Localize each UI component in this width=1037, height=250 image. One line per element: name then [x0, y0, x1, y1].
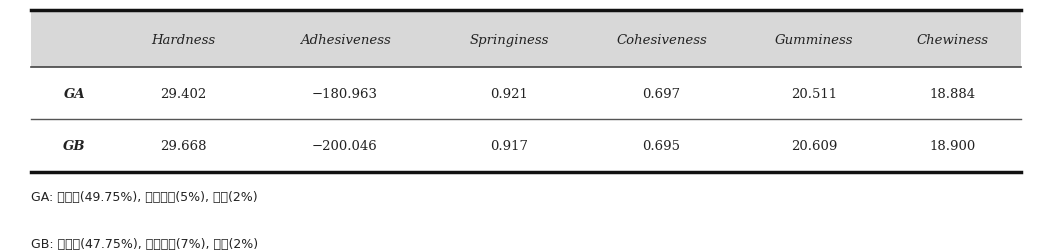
- Text: Adhesiveness: Adhesiveness: [300, 34, 390, 46]
- Text: −180.963: −180.963: [312, 87, 377, 100]
- Text: Cohesiveness: Cohesiveness: [616, 34, 707, 46]
- Text: GB: GB: [63, 140, 86, 153]
- Text: Gumminess: Gumminess: [775, 34, 853, 46]
- Text: 29.668: 29.668: [161, 140, 207, 153]
- Text: 20.511: 20.511: [791, 87, 837, 100]
- Text: −200.046: −200.046: [312, 140, 377, 153]
- Text: GA: GA: [63, 87, 85, 100]
- Text: Chewiness: Chewiness: [917, 34, 988, 46]
- Text: 0.921: 0.921: [491, 87, 528, 100]
- Text: Springiness: Springiness: [470, 34, 549, 46]
- Text: Hardness: Hardness: [151, 34, 216, 46]
- Text: GB: 강력분(47.75%), 초산전분(7%), 난백(2%): GB: 강력분(47.75%), 초산전분(7%), 난백(2%): [31, 238, 258, 250]
- Text: 0.695: 0.695: [643, 140, 680, 153]
- Text: 18.884: 18.884: [929, 87, 976, 100]
- Bar: [31, 12, 1021, 68]
- Text: 20.609: 20.609: [791, 140, 837, 153]
- Text: 18.900: 18.900: [929, 140, 976, 153]
- Text: 0.697: 0.697: [643, 87, 680, 100]
- Text: 29.402: 29.402: [161, 87, 206, 100]
- Text: GA: 강력분(49.75%), 초산전분(5%), 난백(2%): GA: 강력분(49.75%), 초산전분(5%), 난백(2%): [31, 190, 258, 203]
- Text: 0.917: 0.917: [491, 140, 528, 153]
